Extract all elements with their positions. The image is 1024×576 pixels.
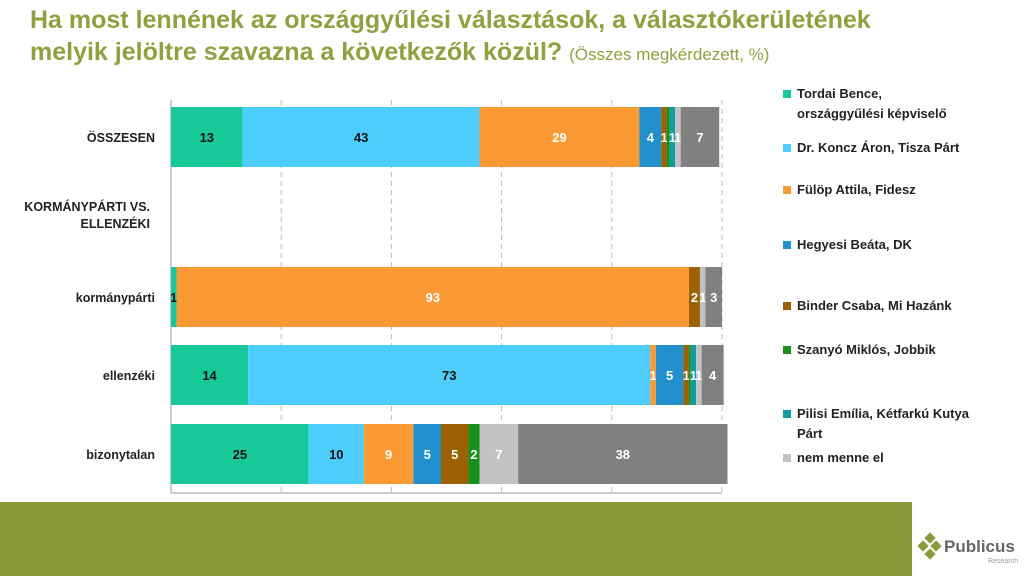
bar-segment (675, 107, 681, 167)
data-label: 7 (495, 447, 502, 462)
bar-segment (468, 424, 480, 484)
data-label: 10 (329, 447, 343, 462)
category-label: bizonytalan (86, 448, 155, 462)
legend-item: Fülöp Attila, Fidesz (783, 180, 972, 200)
data-label: 4 (709, 368, 717, 383)
bar-segment (308, 424, 364, 484)
data-label: 1 (690, 368, 697, 383)
bar-segment (688, 267, 700, 327)
legend-label: Tordai Bence, országgyűlési képviselő (797, 86, 947, 121)
data-label: 4 (647, 130, 655, 145)
bar-segment (413, 424, 441, 484)
data-label: 1 (650, 368, 657, 383)
data-label: 2 (691, 290, 698, 305)
legend-item: Hegyesi Beáta, DK (783, 235, 972, 255)
publicus-logo: Publicus Research (918, 532, 1018, 565)
legend-swatch (783, 90, 791, 98)
data-label: 1 (683, 368, 690, 383)
bar-segment (650, 345, 656, 405)
data-label: 5 (424, 447, 431, 462)
legend-item: Szanyó Miklós, Jobbik (783, 340, 972, 360)
logo-tagline: Research (988, 558, 1018, 565)
data-label: 5 (451, 447, 458, 462)
legend-item: Binder Csaba, Mi Hazánk (783, 296, 972, 316)
bar-segment (518, 424, 728, 484)
data-label: 1 (661, 130, 668, 145)
legend-label: Szanyó Miklós, Jobbik (797, 342, 936, 357)
data-label: 1 (699, 290, 706, 305)
bar-segment (639, 107, 662, 167)
data-label: 13 (200, 130, 214, 145)
bar-segment (479, 107, 640, 167)
data-label: 1 (695, 368, 702, 383)
data-label: 43 (354, 130, 368, 145)
data-label: 29 (552, 130, 566, 145)
category-label: kormánypárti (76, 291, 155, 305)
bar-segment (242, 107, 480, 167)
bar-segment (171, 107, 243, 167)
legend-item: Dr. Koncz Áron, Tisza Párt (783, 138, 972, 158)
category-label: ÖSSZESEN (87, 130, 155, 145)
title-main: Ha most lennének az országgyűlési válasz… (30, 6, 871, 66)
legend-label: Binder Csaba, Mi Hazánk (797, 298, 952, 313)
data-label: 14 (202, 368, 217, 383)
data-label: 93 (425, 290, 439, 305)
legend-swatch (783, 454, 791, 462)
data-label: 1 (669, 130, 676, 145)
footer-band (0, 502, 912, 576)
data-label: 73 (442, 368, 456, 383)
legend-swatch (783, 346, 791, 354)
category-label: ellenzéki (103, 369, 155, 383)
bar-segment (696, 345, 702, 405)
legend-item: nem menne el (783, 448, 972, 468)
data-label: 3 (710, 290, 717, 305)
legend-item: Tordai Bence, országgyűlési képviselő (783, 84, 972, 124)
bar-segment (171, 345, 249, 405)
logo-name: Publicus (944, 537, 1015, 556)
data-label: 9 (385, 447, 392, 462)
bar-segment (440, 424, 469, 484)
data-label: 1 (674, 130, 681, 145)
legend-swatch (783, 241, 791, 249)
category-label: KORMÁNYPÁRTI VS. ELLENZÉKI (24, 199, 150, 231)
bar-segment (479, 424, 519, 484)
title-subtitle: (Összes megkérdezett, %) (569, 45, 770, 64)
legend-swatch (783, 144, 791, 152)
bar-segment (699, 267, 706, 327)
bar-segment (683, 345, 689, 405)
bar-segment (701, 345, 724, 405)
legend-label: Hegyesi Beáta, DK (797, 237, 912, 252)
legend-swatch (783, 302, 791, 310)
data-label: 1 (170, 290, 177, 305)
bar-segment (171, 424, 309, 484)
data-label: 25 (233, 447, 247, 462)
legend-label: Dr. Koncz Áron, Tisza Párt (797, 140, 960, 155)
data-label: 7 (696, 130, 703, 145)
legend-swatch (783, 186, 791, 194)
legend-swatch (783, 410, 791, 418)
bar-segment (661, 107, 667, 167)
bar-segment (176, 267, 689, 327)
data-label: 2 (470, 447, 477, 462)
bar-segment (655, 345, 684, 405)
bar-segment (666, 107, 670, 167)
legend-label: Fülöp Attila, Fidesz (797, 182, 916, 197)
bar-segment (669, 107, 676, 167)
legend-label: nem menne el (797, 450, 884, 465)
data-label: 5 (666, 368, 673, 383)
bar-segment (248, 345, 651, 405)
bar-segment (688, 345, 691, 405)
legend-item: Pilisi Emília, Kétfarkú Kutya Párt (783, 404, 972, 444)
legend-label: Pilisi Emília, Kétfarkú Kutya Párt (797, 406, 969, 441)
bar-segment (690, 345, 697, 405)
bar-segment (680, 107, 720, 167)
chart-title: Ha most lennének az országgyűlési válasz… (30, 4, 930, 71)
data-label: 38 (616, 447, 630, 462)
bar-segment (171, 267, 177, 327)
bar-segment (363, 424, 414, 484)
bar-segment (705, 267, 722, 327)
